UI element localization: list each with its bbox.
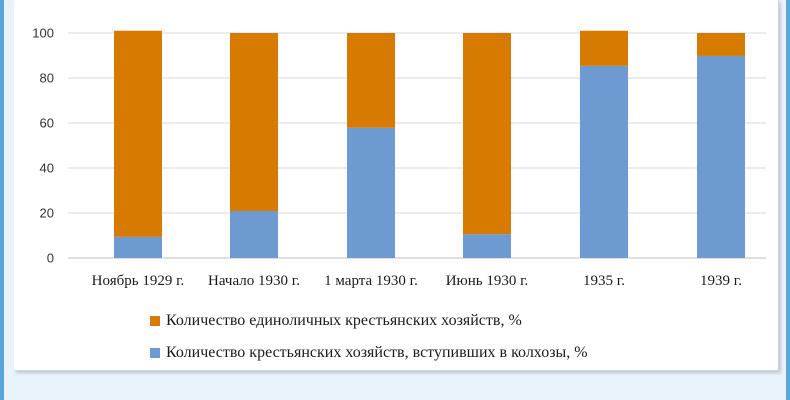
bar-segment-individual [114,30,162,237]
bar-segment-collective [463,234,511,258]
bar-segment-collective [230,210,278,258]
bar-segment-individual [230,33,278,211]
legend-swatch-orange [150,316,160,326]
y-tick-label: 40 [40,161,54,176]
bar-segment-individual [697,33,745,56]
chart-panel: 0 20 40 60 80 100 Ноябрь 1929 г. Начало 1930 г.… [14,0,779,371]
bar-segment-individual [580,30,628,66]
x-category-label: 1939 г. [700,273,742,289]
legend-item-collective: Количество крестьянских хозяйств, вступи… [150,337,588,369]
y-tick-label: 80 [40,71,54,86]
legend-item-individual: Количество единоличных крестьянских хозя… [150,305,588,337]
x-category-label: 1935 г. [583,273,625,289]
x-category-label: Начало 1930 г. [208,273,300,289]
bar-segment-individual [347,33,395,128]
legend-label-collective: Количество крестьянских хозяйств, вступи… [166,344,588,361]
bar-segment-collective [114,236,162,258]
bar-segment-collective [697,55,745,259]
stacked-bar-chart: 0 20 40 60 80 100 Ноябрь 1929 г. Начало 1930 г.… [32,26,766,289]
y-tick-label: 60 [40,116,54,131]
legend-label-individual: Количество единоличных крестьянских хозя… [166,312,522,329]
x-category-label: 1 марта 1930 г. [324,273,418,289]
bar-segment-individual [463,33,511,235]
chart-legend: Количество единоличных крестьянских хозя… [150,305,588,369]
y-tick-label: 100 [32,26,54,41]
x-category-label: Июнь 1930 г. [446,273,529,289]
y-tick-label: 0 [47,251,54,266]
legend-swatch-blue [150,348,160,358]
x-category-label: Ноябрь 1929 г. [92,273,185,289]
bar-segment-collective [580,65,628,258]
y-tick-label: 20 [40,206,54,221]
bar-segment-collective [347,127,395,258]
